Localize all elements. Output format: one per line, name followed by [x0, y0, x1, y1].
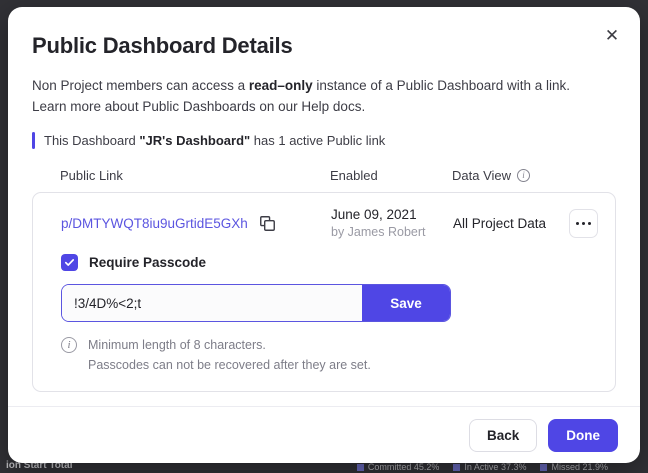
background-legend: Committed 45.2% In Active 37.3% Missed 2… — [356, 462, 608, 472]
column-header-data-view: Data View i — [452, 168, 612, 183]
legend-swatch-icon — [540, 463, 548, 471]
table-row: p/DMTYWQT8iu9uGrtidE5GXh June 09, 2021 b… — [33, 193, 615, 254]
close-icon[interactable]: ✕ — [598, 21, 626, 49]
more-options-icon[interactable] — [569, 209, 598, 239]
description-emphasis: read–only — [248, 78, 313, 93]
public-link-card: p/DMTYWQT8iu9uGrtidE5GXh June 09, 2021 b… — [32, 192, 616, 392]
description-text-2: instance of a Public Dashboard with a li… — [312, 78, 571, 93]
notice-text: This Dashboard "JR's Dashboard" has 1 ac… — [44, 133, 386, 149]
hint-line-2: Passcodes can not be recovered after the… — [88, 357, 371, 372]
notice-dashboard-name: "JR's Dashboard" — [139, 133, 251, 149]
dot-icon — [575, 221, 580, 226]
require-passcode-checkbox[interactable] — [61, 254, 78, 272]
back-button[interactable]: Back — [468, 418, 538, 452]
info-circle-icon: i — [61, 337, 77, 354]
table-header: Public Link Enabled Data View i — [32, 168, 616, 192]
modal-body: ✕ Public Dashboard Details Non Project m… — [8, 7, 640, 406]
modal-description: Non Project members can access a read–on… — [32, 76, 592, 117]
copy-icon[interactable] — [259, 216, 275, 232]
page-title: Public Dashboard Details — [32, 33, 293, 58]
column-header-public-link: Public Link — [60, 168, 123, 184]
enabled-date: June 09, 2021 — [331, 207, 417, 223]
save-button[interactable]: Save — [362, 285, 450, 322]
description-text-1: Non Project members can access a — [32, 78, 249, 93]
passcode-hint-text: Minimum length of 8 characters. Passcode… — [88, 336, 371, 375]
link-cell: p/DMTYWQT8iu9uGrtidE5GXh — [61, 216, 331, 231]
checkmark-icon — [64, 259, 75, 267]
passcode-input-group: Save — [61, 284, 451, 323]
require-passcode-label: Require Passcode — [89, 255, 207, 271]
legend-swatch-icon — [453, 463, 461, 471]
passcode-section: Require Passcode Save i Minimum length o… — [33, 254, 615, 391]
passcode-hint: i Minimum length of 8 characters. Passco… — [61, 336, 603, 375]
background-legend-item: Missed 21.9% — [540, 462, 608, 472]
require-passcode-row[interactable]: Require Passcode — [61, 254, 603, 272]
notice-accent-bar — [32, 132, 35, 150]
description-line-2: Learn more about Public Dashboards on ou… — [32, 98, 366, 114]
data-view-cell: All Project Data — [453, 216, 547, 232]
public-dashboard-details-modal: ✕ Public Dashboard Details Non Project m… — [8, 7, 640, 463]
background-table-text: ion Start Total — [6, 460, 73, 471]
dot-icon — [587, 221, 592, 226]
background-legend-item: In Active 37.3% — [453, 462, 526, 472]
public-link[interactable]: p/DMTYWQT8iu9uGrtidE5GXh — [61, 216, 248, 232]
modal-footer: Back Done — [8, 406, 640, 463]
done-button[interactable]: Done — [548, 418, 618, 452]
dot-icon — [581, 221, 586, 226]
legend-swatch-icon — [356, 463, 364, 471]
background-legend-item: Committed 45.2% — [356, 462, 439, 472]
passcode-input[interactable] — [62, 285, 362, 322]
enabled-cell: June 09, 2021 by James Robert — [331, 206, 453, 241]
enabled-by: by James Robert — [331, 225, 426, 240]
active-link-notice: This Dashboard "JR's Dashboard" has 1 ac… — [32, 132, 616, 150]
column-header-enabled: Enabled — [330, 168, 378, 184]
hint-line-1: Minimum length of 8 characters. — [88, 338, 266, 353]
info-icon[interactable]: i — [517, 169, 531, 183]
